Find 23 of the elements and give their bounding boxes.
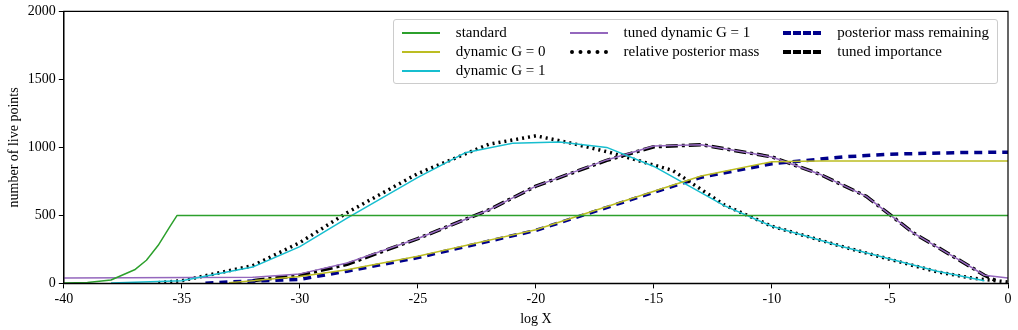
legend-label: standard bbox=[455, 24, 507, 42]
x-axis-title: log X bbox=[520, 311, 552, 327]
legend-label: dynamic G = 0 bbox=[455, 43, 546, 61]
x-tick-label: -15 bbox=[644, 291, 664, 307]
y-tick-label: 500 bbox=[34, 207, 56, 223]
x-tick-label: 0 bbox=[1004, 291, 1012, 307]
y-tick-label: 0 bbox=[48, 275, 56, 291]
legend-label: tuned importance bbox=[837, 43, 942, 61]
y-tick-label: 1500 bbox=[27, 71, 56, 87]
y-tick-label: 1000 bbox=[27, 139, 56, 155]
legend-label: dynamic G = 1 bbox=[455, 62, 546, 80]
x-tick-label: -20 bbox=[526, 291, 546, 307]
x-tick-label: -5 bbox=[884, 291, 896, 307]
y-axis-title: number of live points bbox=[6, 87, 22, 208]
x-tick-label: -35 bbox=[172, 291, 192, 307]
x-tick-label: -30 bbox=[290, 291, 310, 307]
y-tick-label: 2000 bbox=[27, 3, 56, 19]
x-tick-label: -10 bbox=[762, 291, 782, 307]
legend-label: relative posterior mass bbox=[623, 43, 760, 61]
legend-label: posterior mass remaining bbox=[837, 24, 989, 42]
legend-label: tuned dynamic G = 1 bbox=[623, 24, 751, 42]
x-tick-label: -40 bbox=[54, 291, 74, 307]
x-tick-label: -25 bbox=[408, 291, 428, 307]
